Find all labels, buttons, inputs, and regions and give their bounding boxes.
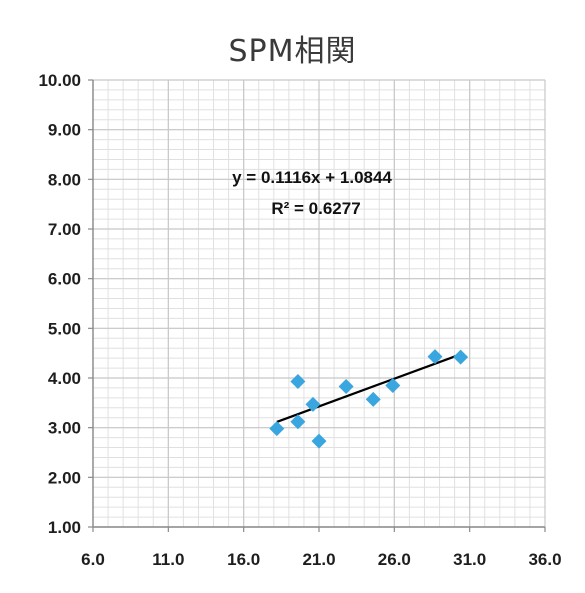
data-point (365, 391, 381, 407)
data-points (269, 349, 469, 449)
y-tick-label: 2.00 (48, 468, 81, 487)
x-tick-label: 11.0 (152, 550, 184, 569)
y-tick-label: 7.00 (48, 220, 81, 239)
data-point (385, 377, 401, 393)
y-tick-label: 10.00 (38, 71, 81, 90)
x-tick-label: 21.0 (302, 550, 335, 569)
y-tick-label: 6.00 (48, 270, 81, 289)
y-tick-label: 8.00 (48, 170, 81, 189)
y-tick-label: 4.00 (48, 369, 81, 388)
y-tick-label: 5.00 (48, 319, 81, 338)
data-point (311, 433, 327, 449)
data-point (269, 421, 285, 437)
x-tick-label: 36.0 (528, 550, 561, 569)
trendline-equation: y = 0.1116x + 1.0844 (232, 168, 392, 187)
x-tick-label: 6.0 (81, 550, 105, 569)
trendline-group (276, 353, 462, 423)
axes (88, 79, 546, 532)
y-tick-label: 3.00 (48, 419, 81, 438)
x-tick-label: 16.0 (227, 550, 260, 569)
x-tick-label: 31.0 (453, 550, 486, 569)
y-tick-labels: 1.00 2.00 3.00 4.00 5.00 6.00 7.00 8.00 9.00 10.0… (38, 71, 81, 537)
major-grid (92, 79, 546, 528)
data-point (290, 414, 306, 430)
x-tick-label: 26.0 (378, 550, 411, 569)
chart-title: SPM相関 (228, 34, 357, 69)
data-point (453, 349, 469, 365)
y-tick-label: 9.00 (48, 121, 81, 140)
y-tick-label: 1.00 (48, 518, 81, 537)
x-tick-labels: 6.0 11.0 16.0 21.0 26.0 31.0 36.0 (81, 550, 561, 569)
data-point (290, 373, 306, 389)
data-point (427, 349, 443, 365)
data-point (338, 378, 354, 394)
trendline (276, 353, 462, 423)
data-point (305, 396, 321, 412)
trendline-r-squared: R² = 0.6277 (271, 199, 360, 218)
